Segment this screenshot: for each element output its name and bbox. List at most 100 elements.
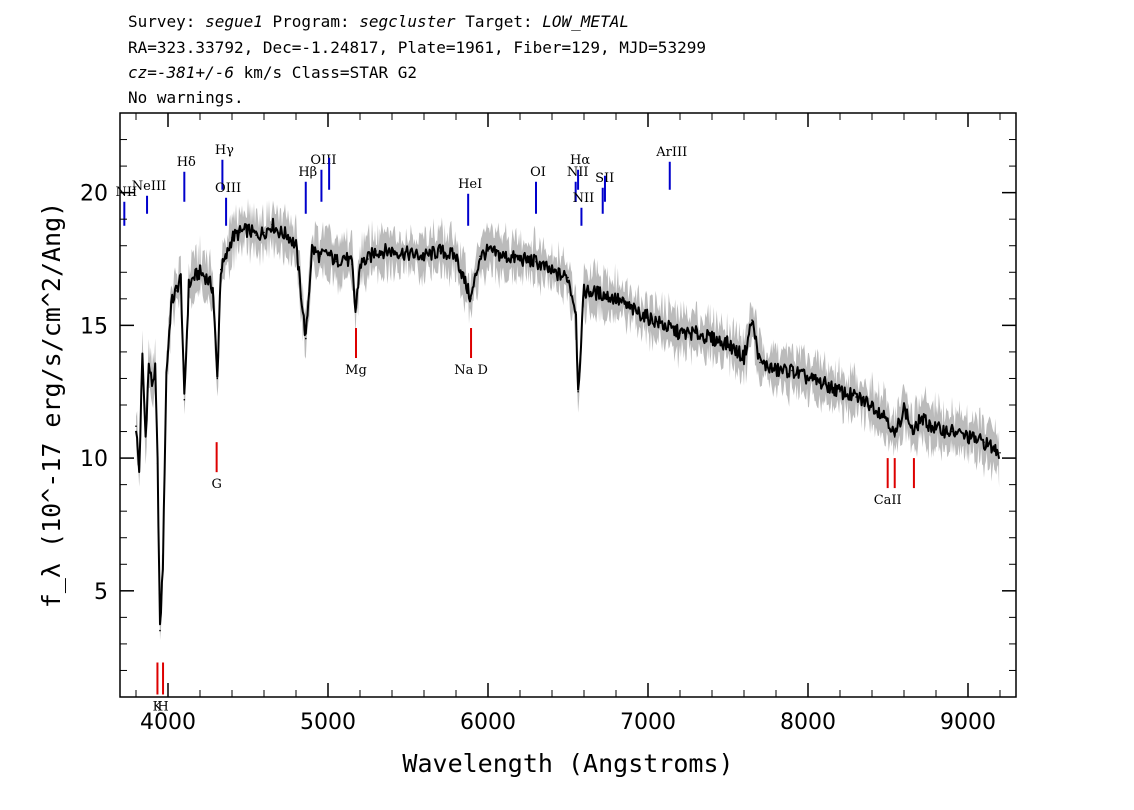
program-label: Program: bbox=[272, 12, 350, 31]
spectrum-point bbox=[615, 298, 617, 300]
x-tick-label: 6000 bbox=[460, 710, 516, 735]
spectrum-point bbox=[407, 252, 409, 255]
program-value: segcluster bbox=[359, 12, 456, 31]
spectrum-point bbox=[839, 390, 841, 393]
spectrum-point bbox=[551, 271, 553, 274]
spectrum-point bbox=[487, 250, 489, 252]
spectrum-point bbox=[175, 290, 177, 292]
spectrum-point bbox=[162, 563, 164, 566]
emission-line-label: OIII bbox=[310, 153, 336, 168]
spectrum-point bbox=[135, 425, 137, 428]
spectrum-point bbox=[319, 255, 321, 258]
spectrum-point bbox=[247, 229, 249, 231]
spectrum-point bbox=[231, 237, 233, 239]
spectrum-point bbox=[663, 324, 665, 327]
spectrum-point bbox=[224, 258, 227, 260]
spectrum-point bbox=[913, 433, 915, 436]
x-tick-label: 9000 bbox=[940, 710, 996, 735]
spectrum-point bbox=[583, 290, 585, 292]
spectrum-point bbox=[919, 417, 921, 420]
spectrum-point bbox=[205, 276, 208, 279]
spectrum-point bbox=[999, 452, 1001, 454]
spectrum-point bbox=[154, 369, 156, 372]
spectrum-point bbox=[983, 441, 985, 444]
emission-line-label: NII bbox=[573, 191, 595, 206]
cz-rest: km/s Class=STAR G2 bbox=[233, 63, 417, 82]
spectrum-point bbox=[165, 372, 168, 374]
spectrum-point bbox=[311, 247, 313, 250]
spectrum-point bbox=[855, 396, 857, 398]
spectrum-point bbox=[188, 284, 190, 287]
y-tick-label: 20 bbox=[80, 182, 108, 207]
spectrum-point bbox=[577, 390, 579, 393]
spectrum-point bbox=[170, 303, 172, 305]
spectrum-point bbox=[727, 343, 729, 345]
spectrum-point bbox=[935, 428, 937, 430]
spectrum-point bbox=[375, 250, 377, 252]
spectrum-point bbox=[470, 298, 472, 300]
spectral-lines-layer: NIINeIIIHδHγOIIIHβOIIIHeIOINIIHαNIISIIAr… bbox=[115, 143, 915, 714]
spectrum-point bbox=[807, 377, 809, 380]
emission-line-label: Hα bbox=[570, 153, 590, 168]
emission-line-label: HeI bbox=[458, 177, 482, 192]
x-tick-label: 4000 bbox=[140, 710, 196, 735]
spectrum-error-band bbox=[136, 198, 1000, 641]
target-label: Target: bbox=[465, 12, 533, 31]
spectrum-point bbox=[679, 332, 681, 335]
header-line-1: Survey: segue1 Program: segcluster Targe… bbox=[128, 12, 629, 31]
spectrum-point bbox=[951, 430, 953, 433]
emission-line-label: NeIII bbox=[132, 179, 166, 194]
spectrum-point bbox=[335, 260, 337, 263]
spectrum-point bbox=[354, 311, 357, 313]
emission-line-label: OIII bbox=[215, 181, 241, 196]
spectrum-point bbox=[599, 292, 601, 295]
spectrum-point bbox=[327, 252, 329, 255]
spectrum-point bbox=[575, 311, 577, 313]
spectrum-point bbox=[823, 383, 825, 385]
spectrum-point bbox=[138, 470, 140, 473]
emission-line-label: OI bbox=[530, 165, 546, 180]
y-tick-label: 5 bbox=[94, 580, 108, 605]
x-tick-label: 7000 bbox=[620, 710, 676, 735]
spectrum-point bbox=[479, 255, 481, 258]
x-tick-label: 8000 bbox=[780, 710, 836, 735]
x-tick-label: 5000 bbox=[300, 710, 356, 735]
spectrum-point bbox=[239, 231, 241, 234]
spectrum-point bbox=[151, 383, 153, 385]
series-layer bbox=[135, 217, 1001, 632]
absorption-line-label: G bbox=[211, 477, 221, 492]
spectrum-point bbox=[212, 287, 214, 290]
spectrum-point bbox=[271, 223, 273, 226]
header-line-3: cz=-381+/-6 km/s Class=STAR G2 bbox=[128, 63, 417, 82]
spectrum-point bbox=[263, 231, 265, 234]
spectrum-point bbox=[279, 231, 281, 234]
y-tick-label: 15 bbox=[80, 314, 108, 339]
survey-value: segue1 bbox=[205, 12, 263, 31]
emission-line-label: Hδ bbox=[177, 155, 196, 170]
emission-line-label: Hγ bbox=[215, 143, 234, 158]
absorption-line-label: K bbox=[153, 699, 163, 714]
spectrum-point bbox=[535, 260, 537, 263]
cz-label: cz= bbox=[128, 63, 157, 82]
spectrum-point bbox=[144, 436, 147, 438]
y-axis-title: f_λ (10^-17 erg/s/cm^2/Ang) bbox=[37, 202, 66, 608]
header-line-2: RA=323.33792, Dec=-1.24817, Plate=1961, … bbox=[128, 38, 706, 57]
spectrum-point bbox=[775, 369, 777, 372]
spectrum-point bbox=[455, 255, 457, 258]
spectrum-point bbox=[183, 398, 186, 401]
ticks-layer: 4000 5000 6000 7000 8000 9000 5 10 15 20 bbox=[80, 113, 1016, 735]
header-line-4: No warnings. bbox=[128, 88, 244, 107]
emission-line-label: ArIII bbox=[655, 145, 687, 160]
spectrum-point bbox=[519, 258, 521, 260]
spectrum-point bbox=[967, 436, 969, 438]
spectrum-point bbox=[695, 332, 697, 335]
spectrum-point bbox=[367, 258, 369, 260]
spectrum-point bbox=[199, 271, 201, 274]
spectrum-point bbox=[903, 406, 905, 409]
spectrum-point bbox=[871, 404, 873, 406]
spectrum-point bbox=[295, 244, 297, 247]
spectrum-point bbox=[359, 263, 361, 266]
spectrum-point bbox=[647, 316, 649, 319]
x-axis-title: Wavelength (Angstroms) bbox=[402, 749, 733, 778]
absorption-line-label: H bbox=[157, 699, 168, 714]
